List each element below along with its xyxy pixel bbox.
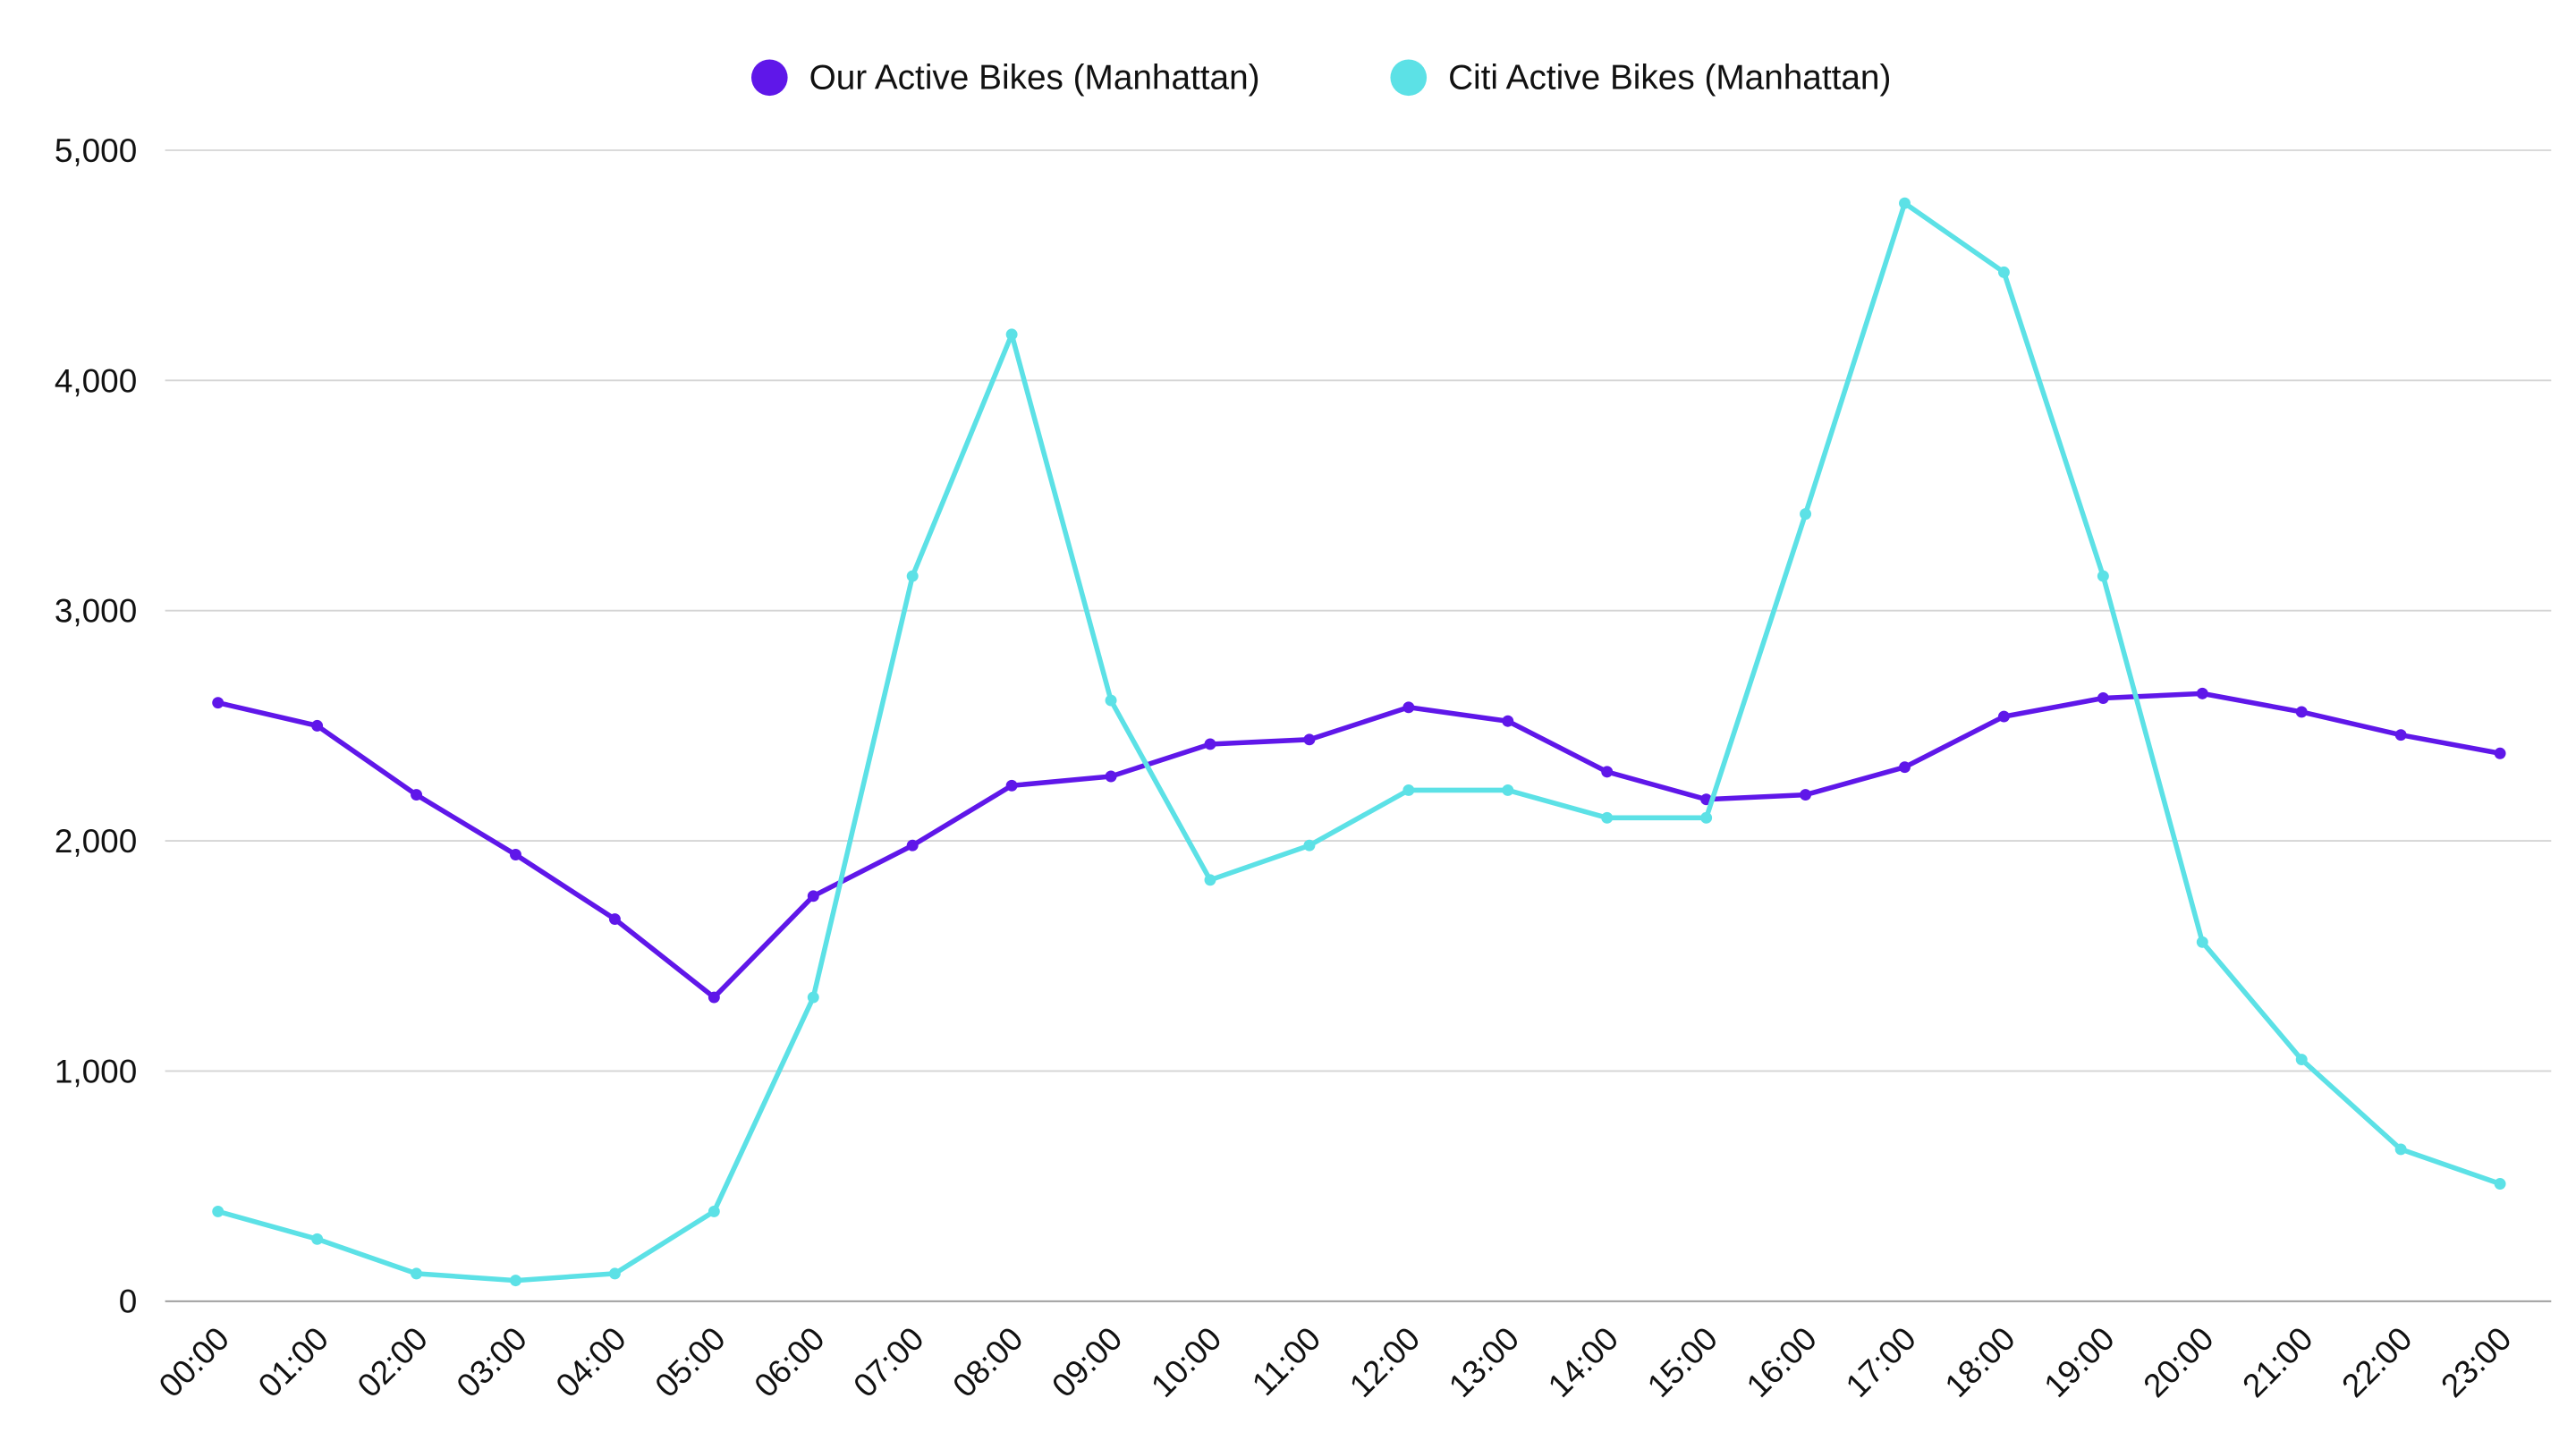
x-tick-label: 16:00 — [1740, 1320, 1824, 1404]
data-point — [708, 1205, 720, 1217]
y-tick-label: 0 — [119, 1284, 138, 1320]
x-tick-label: 03:00 — [450, 1320, 534, 1404]
data-point — [1800, 508, 1812, 521]
legend-label-citi: Citi Active Bikes (Manhattan) — [1448, 59, 1891, 97]
y-tick-label: 2,000 — [55, 823, 137, 860]
x-tick-label: 18:00 — [1938, 1320, 2022, 1404]
data-point — [2196, 687, 2208, 699]
data-point — [1800, 789, 1812, 801]
data-point — [411, 1267, 423, 1280]
data-point — [1005, 328, 1018, 341]
x-tick-label: 23:00 — [2434, 1320, 2518, 1404]
legend-marker-our — [751, 59, 788, 97]
data-point — [1204, 874, 1216, 886]
y-tick-label: 1,000 — [55, 1053, 137, 1089]
x-tick-label: 13:00 — [1442, 1320, 1526, 1404]
data-point — [212, 1205, 225, 1217]
data-point — [2097, 570, 2109, 582]
data-point — [1502, 715, 1514, 727]
data-point — [1700, 811, 1713, 824]
x-tick-label: 09:00 — [1045, 1320, 1129, 1404]
data-point — [1303, 839, 1316, 852]
data-point — [1899, 197, 1911, 209]
x-tick-label: 22:00 — [2334, 1320, 2419, 1404]
data-point — [510, 849, 521, 860]
data-point — [1997, 710, 2010, 723]
x-tick-label: 05:00 — [648, 1320, 732, 1404]
data-point — [807, 991, 819, 1004]
legend-marker-citi — [1390, 59, 1428, 97]
data-point — [1402, 784, 1415, 796]
data-point — [2295, 1054, 2308, 1066]
x-tick-label: 11:00 — [1245, 1320, 1327, 1402]
legend-label-our: Our Active Bikes (Manhattan) — [809, 59, 1260, 97]
data-point — [608, 913, 621, 926]
x-tick-label: 06:00 — [747, 1320, 831, 1404]
data-point — [411, 789, 423, 801]
series-line — [216, 200, 2501, 1284]
x-tick-label: 14:00 — [1541, 1320, 1625, 1404]
series-line — [217, 691, 2501, 1000]
data-point — [212, 697, 225, 709]
x-tick-label: 20:00 — [2136, 1320, 2220, 1404]
x-tick-label: 19:00 — [2037, 1320, 2121, 1404]
legend: Our Active Bikes (Manhattan) Citi Active… — [751, 59, 1891, 97]
data-point — [1005, 779, 1018, 792]
data-point — [1601, 766, 1614, 778]
y-tick-label: 3,000 — [55, 593, 137, 630]
series-citi-active-bikes — [212, 197, 2506, 1287]
x-tick-label: 21:00 — [2235, 1320, 2319, 1404]
data-point — [2097, 692, 2109, 704]
data-point — [1601, 811, 1614, 824]
x-tick-label: 00:00 — [152, 1320, 236, 1404]
data-point — [1997, 266, 2010, 278]
data-point — [1204, 738, 1216, 750]
data-point — [2394, 729, 2407, 741]
data-point — [2196, 936, 2208, 948]
data-point — [1105, 694, 1117, 707]
x-tick-label: 10:00 — [1144, 1320, 1228, 1404]
x-tick-label: 08:00 — [945, 1320, 1030, 1404]
x-tick-label: 01:00 — [251, 1320, 335, 1404]
data-point — [906, 839, 919, 852]
data-point — [1899, 761, 1911, 774]
x-tick-label: 02:00 — [351, 1320, 435, 1404]
x-tick-label: 15:00 — [1640, 1320, 1724, 1404]
data-point — [1502, 784, 1514, 796]
y-tick-label: 4,000 — [55, 362, 137, 399]
data-point — [1402, 701, 1415, 714]
data-point — [1105, 770, 1117, 783]
data-point — [311, 1233, 324, 1245]
data-point — [1303, 733, 1316, 746]
data-point — [2494, 747, 2506, 759]
data-point — [608, 1267, 621, 1280]
x-tick-label: 12:00 — [1343, 1320, 1427, 1404]
x-tick-label: 07:00 — [846, 1320, 930, 1404]
y-tick-label: 5,000 — [55, 132, 137, 169]
x-tick-label: 17:00 — [1839, 1320, 1923, 1404]
data-point — [2394, 1143, 2407, 1156]
data-point — [311, 719, 324, 732]
data-point — [2295, 706, 2308, 718]
data-point — [2494, 1178, 2506, 1190]
data-point — [708, 991, 720, 1004]
data-point — [807, 890, 819, 902]
series-our-active-bikes — [212, 687, 2506, 1004]
data-point — [906, 570, 919, 582]
x-tick-label: 04:00 — [549, 1320, 633, 1404]
data-point — [510, 1275, 521, 1287]
